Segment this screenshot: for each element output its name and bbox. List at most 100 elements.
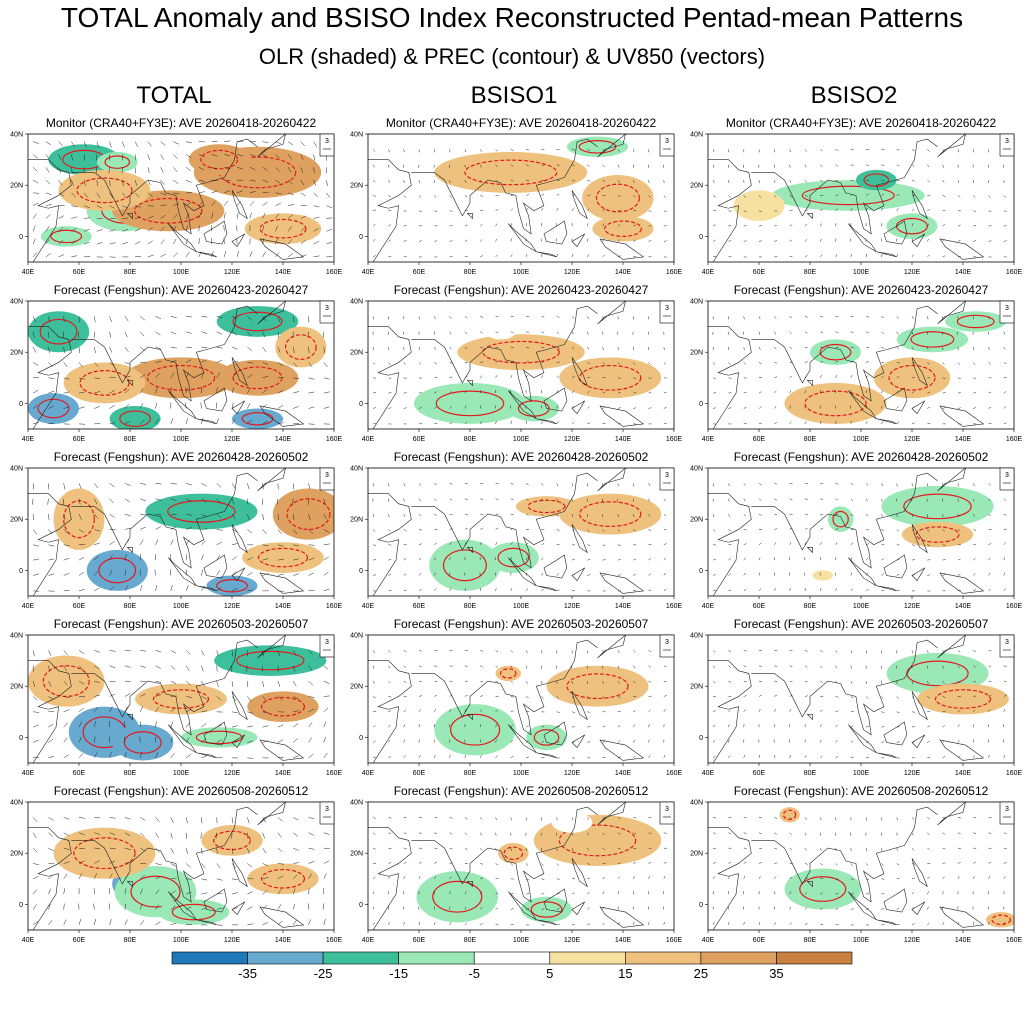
panel-title: Monitor (CRA40+FY3E): AVE 20260418-20260… (46, 116, 317, 130)
island-outline (571, 190, 588, 220)
wind-vector (63, 572, 70, 576)
olr-anomaly-blob (827, 506, 854, 532)
wind-vector (1003, 832, 1007, 835)
wind-vector (541, 588, 544, 592)
wind-vector (820, 316, 824, 318)
wind-vector (63, 888, 65, 895)
wind-vector (495, 331, 499, 334)
island-outline (883, 387, 908, 412)
wind-vector (804, 527, 808, 530)
wind-vector (728, 573, 731, 576)
wind-vector (216, 387, 218, 394)
wind-vector (33, 863, 40, 865)
wind-vector (292, 514, 295, 521)
wind-vector (896, 863, 900, 866)
wind-vector (32, 316, 36, 322)
wind-vector (231, 711, 238, 714)
wind-vector (819, 542, 822, 545)
wind-vector (663, 755, 666, 758)
wind-vector (323, 680, 330, 685)
x-tick-label: 160E (326, 603, 343, 610)
wind-vector (1003, 210, 1007, 212)
coastline (751, 806, 938, 903)
wind-vector (185, 863, 191, 868)
wind-vector (633, 377, 637, 379)
x-tick-label: 100E (853, 937, 870, 944)
wind-vector (713, 558, 716, 561)
wind-vector (972, 498, 975, 502)
wind-vector (495, 542, 498, 545)
wind-vector (373, 391, 377, 394)
island-outline (937, 134, 966, 158)
wind-vector (277, 696, 283, 701)
prec-contour (76, 177, 133, 204)
wind-vector (170, 680, 177, 685)
wind-vector (774, 817, 778, 819)
wind-vector (541, 513, 544, 517)
wind-vector (526, 194, 529, 196)
wind-vector (774, 694, 778, 697)
wind-vector (109, 569, 113, 576)
coastline (28, 326, 72, 429)
wind-vector (323, 665, 329, 670)
vector-reference-label: 3 (325, 472, 329, 479)
wind-vector (850, 149, 854, 151)
wind-vector (804, 665, 808, 668)
wind-vector (587, 711, 591, 713)
vector-reference-box (319, 801, 335, 825)
wind-vector (911, 346, 914, 350)
olr-anomaly-blob (214, 645, 327, 676)
wind-vector (541, 316, 545, 318)
wind-vector (464, 665, 468, 668)
wind-vector (247, 316, 253, 321)
wind-vector (743, 709, 746, 712)
wind-vector (728, 392, 732, 394)
wind-vector (663, 195, 666, 198)
x-tick-label: 40E (22, 770, 35, 777)
wind-vector (973, 377, 977, 379)
wind-vector (247, 589, 254, 592)
wind-vector (275, 167, 280, 172)
island-outline (508, 390, 537, 420)
wind-vector (617, 209, 621, 212)
wind-vector (648, 392, 652, 394)
wind-vector (712, 149, 715, 153)
coastline (751, 472, 938, 569)
wind-vector (850, 665, 852, 669)
island-outline (571, 901, 586, 916)
wind-vector (32, 921, 39, 926)
x-tick-label: 160E (326, 436, 343, 443)
wind-vector (155, 483, 162, 485)
wind-vector (388, 665, 391, 669)
island-outline (806, 881, 813, 888)
wind-vector (541, 878, 545, 880)
wind-vector (648, 589, 652, 592)
wind-vector (911, 877, 915, 880)
wind-vector (170, 721, 174, 728)
wind-vector (71, 154, 73, 161)
wind-vector (510, 680, 514, 684)
x-tick-label: 140E (615, 937, 632, 944)
wind-vector (237, 167, 243, 170)
wind-vector (124, 513, 131, 517)
vector-reference-label: 3 (325, 806, 329, 813)
x-tick-label: 40E (22, 436, 35, 443)
wind-vector (287, 167, 292, 173)
prec-contour (819, 343, 852, 361)
olr-anomaly-blob (206, 575, 258, 596)
wind-vector (571, 208, 574, 211)
wind-vector (712, 483, 715, 487)
wind-vector (713, 847, 717, 849)
wind-vector (78, 665, 84, 671)
wind-vector (449, 708, 452, 712)
wind-vector (972, 180, 974, 184)
prec-contour (123, 731, 162, 754)
wind-vector (804, 498, 808, 500)
island-outline (466, 547, 473, 554)
wind-vector (216, 878, 223, 881)
olr-anomaly-blob (434, 151, 588, 193)
wind-vector (48, 817, 54, 821)
wind-vector (94, 529, 101, 532)
prec-contour (503, 846, 524, 860)
